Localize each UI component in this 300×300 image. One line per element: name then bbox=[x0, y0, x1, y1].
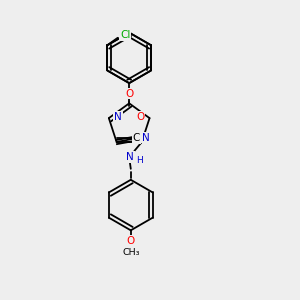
Text: Cl: Cl bbox=[120, 30, 130, 40]
Text: O: O bbox=[127, 236, 135, 246]
Text: N: N bbox=[114, 112, 122, 122]
Text: CH₃: CH₃ bbox=[122, 248, 140, 256]
Text: N: N bbox=[142, 133, 149, 142]
Text: H: H bbox=[136, 156, 143, 165]
Text: C: C bbox=[133, 134, 140, 143]
Text: N: N bbox=[126, 152, 134, 162]
Text: O: O bbox=[125, 88, 133, 98]
Text: O: O bbox=[136, 112, 144, 122]
